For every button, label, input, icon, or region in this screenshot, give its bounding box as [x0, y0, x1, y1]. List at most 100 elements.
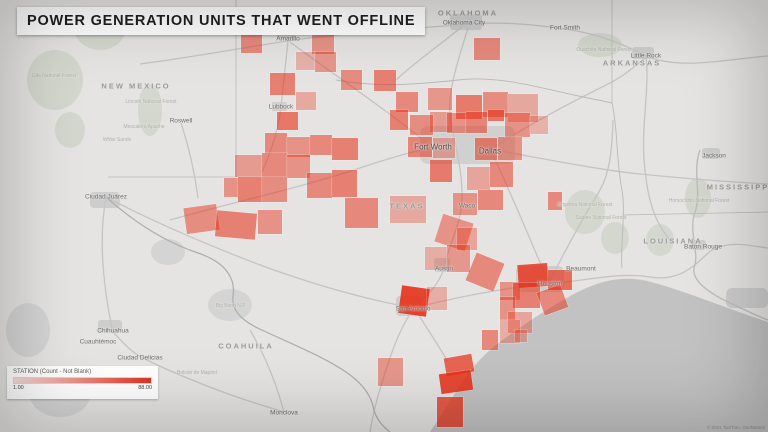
county-region[interactable] — [482, 330, 498, 350]
state-label: MISSISSIPPI — [706, 182, 768, 192]
county-region[interactable] — [235, 155, 262, 177]
city-label: Roswell — [169, 117, 193, 125]
county-region[interactable] — [396, 92, 418, 112]
county-region[interactable] — [548, 192, 562, 210]
city-label: Waco — [458, 202, 476, 210]
county-region[interactable] — [262, 153, 287, 177]
legend-gradient-bar — [13, 377, 152, 384]
county-region[interactable] — [427, 287, 447, 310]
state-label: NEW MEXICO — [101, 81, 171, 91]
state-label: COAHUILA — [218, 341, 274, 351]
county-region[interactable] — [498, 137, 522, 160]
city-label: Lubbock — [268, 103, 294, 111]
area-label: White Sands — [102, 137, 132, 143]
county-region[interactable] — [296, 52, 315, 70]
city-label: Oklahoma City — [442, 19, 486, 27]
county-region[interactable] — [410, 115, 433, 135]
area-label: Mescalero Apache — [123, 124, 165, 130]
legend-max-value: 88.00 — [138, 385, 152, 391]
city-label: Fort Smith — [550, 24, 580, 32]
county-region[interactable] — [508, 312, 532, 333]
county-region[interactable] — [515, 330, 527, 342]
county-region[interactable] — [241, 34, 262, 53]
county-region[interactable] — [508, 94, 538, 122]
county-region[interactable] — [430, 160, 452, 182]
county-region[interactable] — [437, 397, 463, 427]
city-label: Houston — [537, 280, 563, 288]
area-label: Lincoln National Forest — [125, 99, 177, 105]
county-region[interactable] — [430, 112, 452, 132]
county-region[interactable] — [296, 92, 316, 110]
page-title: POWER GENERATION UNITS THAT WENT OFFLINE — [27, 13, 416, 29]
county-region[interactable] — [224, 178, 238, 197]
city-label: Monclova — [270, 409, 298, 417]
city-label: Chihuahua — [97, 327, 129, 335]
county-region[interactable] — [310, 135, 332, 155]
county-region[interactable] — [287, 137, 310, 157]
county-region[interactable] — [513, 283, 540, 308]
county-region[interactable] — [457, 228, 477, 250]
city-label: Beaumont — [566, 265, 596, 273]
county-region[interactable] — [478, 190, 503, 210]
city-label: Fort Worth — [414, 142, 452, 152]
map-legend: STATION (Count - Not Blank) 1.00 88.00 — [7, 366, 158, 399]
city-label: Austin — [434, 265, 454, 273]
county-region[interactable] — [307, 173, 332, 198]
county-region[interactable] — [467, 167, 490, 190]
county-region[interactable] — [490, 162, 513, 187]
county-region[interactable] — [428, 88, 452, 110]
county-region[interactable] — [262, 177, 287, 202]
city-label: Ciudad Juárez — [85, 193, 127, 201]
county-region[interactable] — [277, 112, 298, 130]
county-region[interactable] — [466, 112, 487, 133]
county-region[interactable] — [390, 196, 426, 223]
legend-title: STATION (Count - Not Blank) — [13, 369, 92, 375]
county-region[interactable] — [315, 52, 336, 72]
county-region[interactable] — [390, 110, 408, 130]
gulf-water — [430, 278, 768, 432]
legend-min-value: 1.00 — [13, 385, 24, 391]
area-label: Sabine National Forest — [575, 215, 627, 221]
county-region[interactable] — [433, 138, 455, 158]
county-region[interactable] — [345, 198, 378, 228]
county-region[interactable] — [447, 245, 470, 272]
state-label: LOUISIANA — [643, 236, 703, 246]
city-label: Dallas — [478, 146, 502, 156]
county-region[interactable] — [447, 113, 466, 133]
county-region[interactable] — [505, 113, 530, 137]
map-attribution: © 2021 TomTom, GeoNames — [706, 425, 765, 430]
county-region[interactable] — [258, 210, 282, 234]
county-region[interactable] — [238, 177, 262, 202]
state-label: OKLAHOMA — [437, 8, 499, 18]
city-label: Ciudad Delicias — [117, 354, 163, 362]
county-region[interactable] — [500, 320, 520, 343]
county-region[interactable] — [332, 138, 358, 160]
county-region[interactable] — [341, 70, 362, 90]
county-region[interactable] — [500, 297, 515, 320]
state-label: TEXAS — [389, 201, 425, 211]
county-region[interactable] — [530, 116, 548, 134]
area-label: Angelina National Forest — [557, 202, 613, 208]
county-region[interactable] — [265, 133, 287, 153]
county-region[interactable] — [312, 33, 334, 54]
county-region[interactable] — [474, 38, 500, 60]
county-region[interactable] — [270, 73, 295, 95]
city-label: San Antonio — [395, 305, 431, 313]
county-region[interactable] — [425, 247, 447, 270]
area-label: Gila National Forest — [31, 73, 77, 79]
county-region[interactable] — [453, 193, 477, 215]
county-region[interactable] — [488, 110, 504, 121]
county-region[interactable] — [287, 155, 310, 178]
county-region[interactable] — [378, 358, 403, 386]
county-region[interactable] — [548, 270, 572, 290]
title-banner: POWER GENERATION UNITS THAT WENT OFFLINE — [17, 7, 426, 35]
area-label: Homochitto National Forest — [668, 198, 730, 204]
county-region[interactable] — [408, 137, 432, 157]
county-region[interactable] — [332, 170, 357, 197]
city-label: Jackson — [702, 152, 726, 160]
county-region[interactable] — [475, 138, 497, 160]
county-region[interactable] — [374, 70, 396, 91]
